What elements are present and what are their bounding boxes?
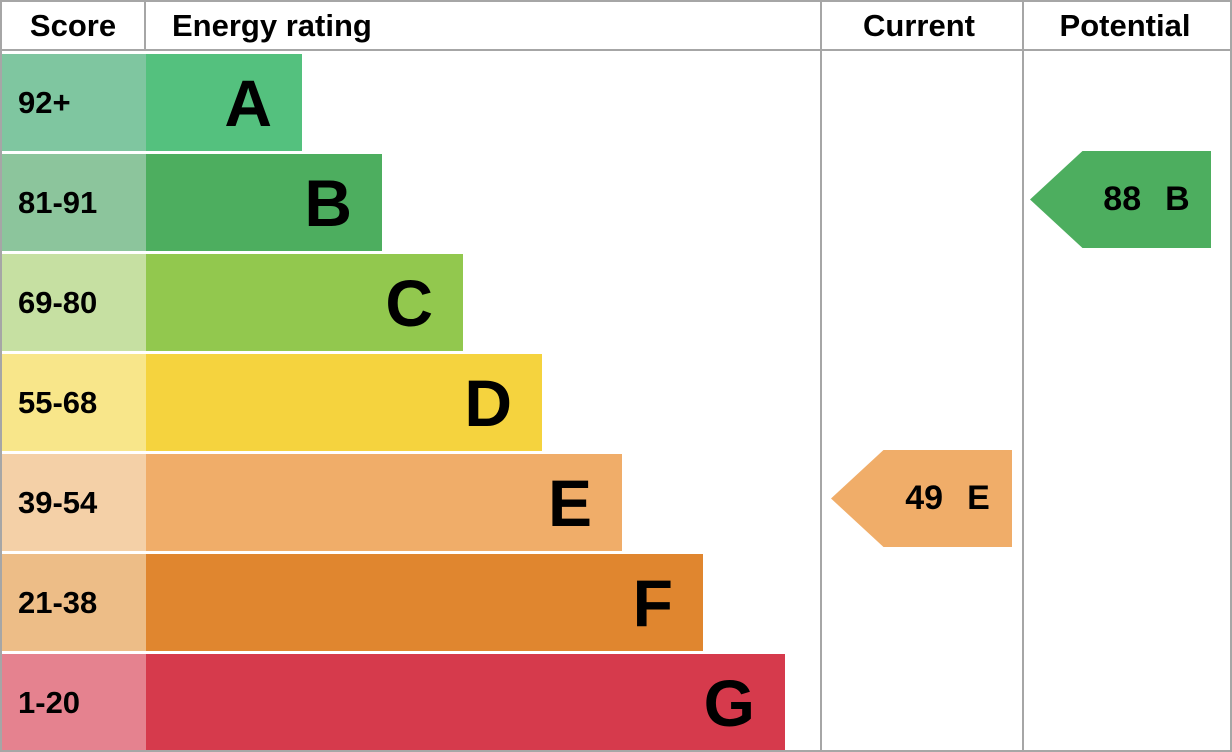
column-divider-current <box>820 2 822 750</box>
rating-letter-e: E <box>547 465 592 540</box>
band-row-a: 92+ A <box>2 54 1230 151</box>
column-divider-potential <box>1022 2 1024 750</box>
score-cell-d: 55-68 <box>2 354 146 451</box>
rating-letter-g: G <box>703 665 755 740</box>
rating-bar-c: C <box>146 254 463 351</box>
band-row-c: 69-80 C <box>2 254 1230 351</box>
chart-header: Score Energy rating Current Potential <box>2 2 1230 49</box>
score-cell-f: 21-38 <box>2 554 146 651</box>
score-cell-c: 69-80 <box>2 254 146 351</box>
band-row-f: 21-38 F <box>2 554 1230 651</box>
band-row-b: 81-91 B <box>2 154 1230 251</box>
rating-bar-d: D <box>146 354 542 451</box>
rating-bar-g: G <box>146 654 785 750</box>
score-cell-e: 39-54 <box>2 454 146 551</box>
band-row-g: 1-20 G <box>2 654 1230 750</box>
current-rating-letter: E <box>967 479 990 517</box>
rating-letter-a: A <box>224 65 272 140</box>
rating-bar-f: F <box>146 554 703 651</box>
rating-letter-d: D <box>464 365 512 440</box>
rating-letter-f: F <box>632 565 673 640</box>
header-energy-rating: Energy rating <box>172 7 372 43</box>
band-row-e: 39-54 E <box>2 454 1230 551</box>
score-cell-b: 81-91 <box>2 154 146 251</box>
score-cell-a: 92+ <box>2 54 146 151</box>
potential-rating-letter: B <box>1165 180 1190 218</box>
rating-letter-b: B <box>304 165 352 240</box>
rating-bar-b: B <box>146 154 382 251</box>
rating-bar-a: A <box>146 54 302 151</box>
band-row-d: 55-68 D <box>2 354 1230 451</box>
current-score-value: 49 <box>905 479 944 517</box>
header-current: Current <box>863 7 975 43</box>
band-rows: 92+ A 81-91 B 69-80 C 55-68 D 39-54 <box>2 51 1230 750</box>
rating-letter-c: C <box>385 265 433 340</box>
header-score: Score <box>2 2 146 49</box>
potential-score-value: 88 <box>1103 180 1142 218</box>
rating-bar-e: E <box>146 454 622 551</box>
header-divider <box>2 49 1230 51</box>
score-cell-g: 1-20 <box>2 654 146 750</box>
header-potential: Potential <box>1059 7 1191 43</box>
